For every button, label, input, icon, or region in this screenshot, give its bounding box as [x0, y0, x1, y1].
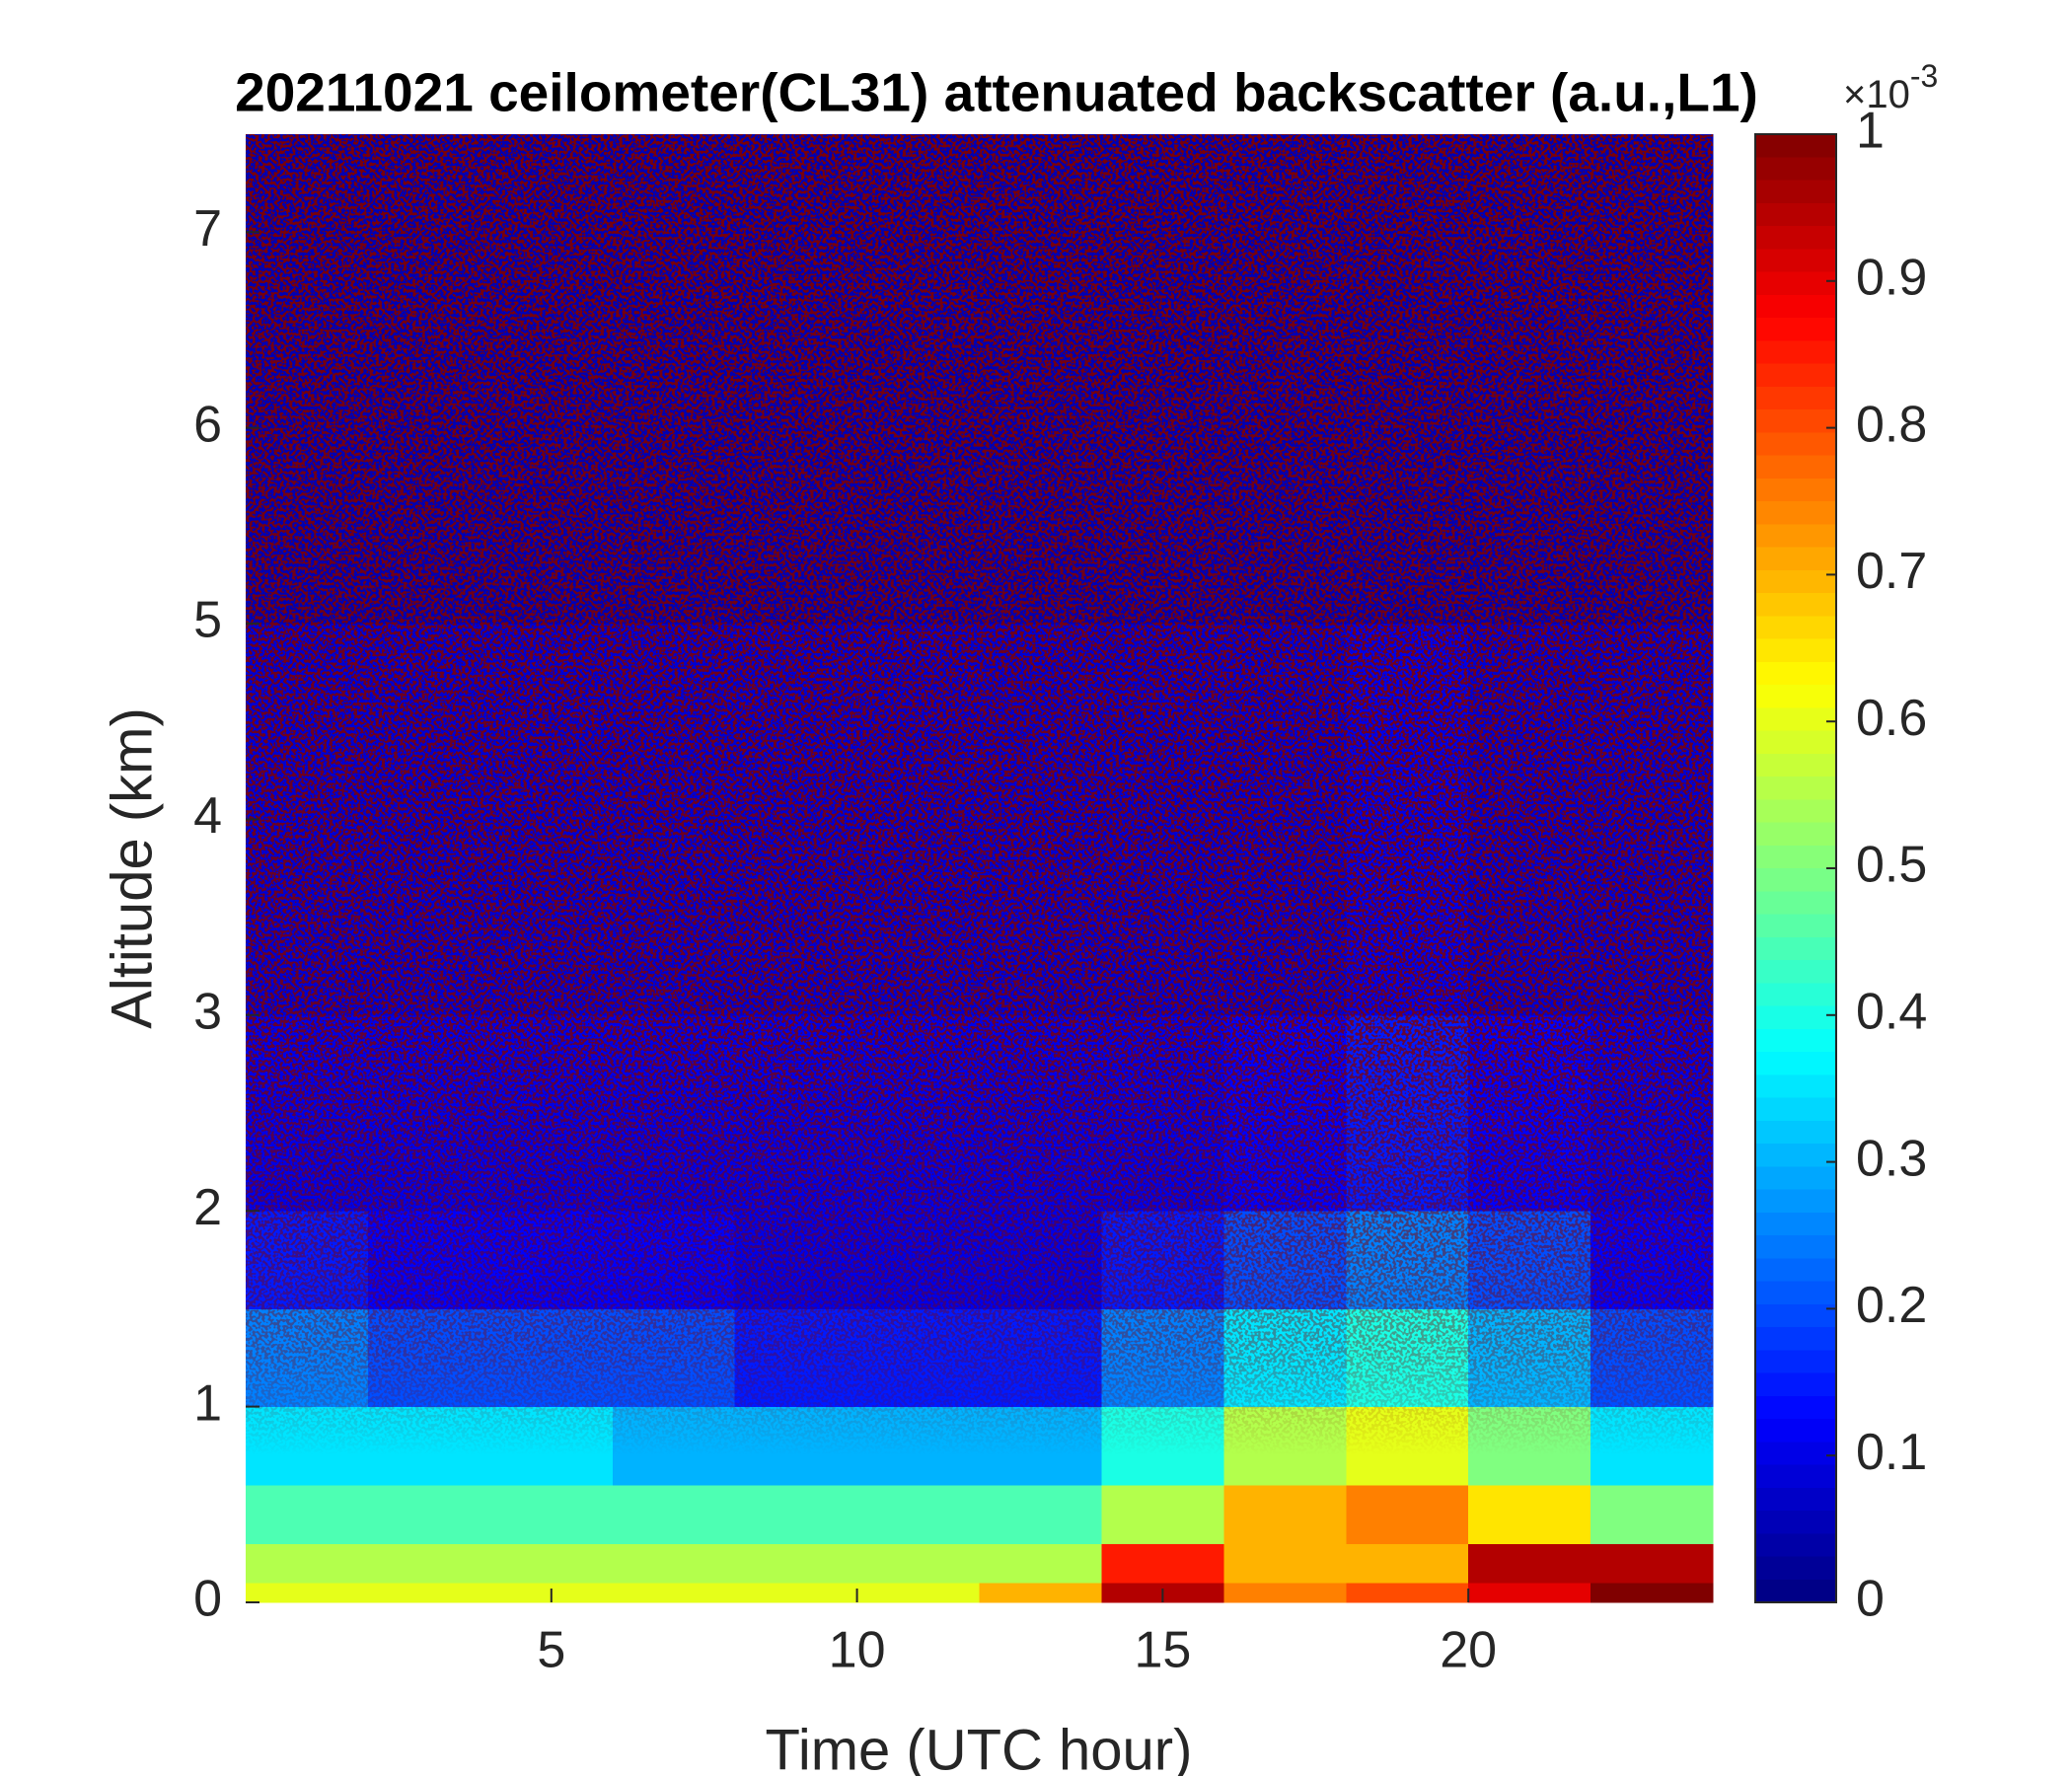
colorbar-swatch — [1755, 478, 1836, 502]
colorbar-swatch — [1755, 868, 1836, 892]
colorbar-swatch — [1755, 1372, 1836, 1397]
colorbar-swatch — [1755, 363, 1836, 388]
x-tick-label: 5 — [537, 1622, 565, 1679]
colorbar-swatch — [1755, 707, 1836, 732]
colorbar-tick-label: 0 — [1856, 1571, 1885, 1628]
colorbar-tick-label: 0.4 — [1856, 984, 1927, 1041]
colorbar-swatch — [1755, 1166, 1836, 1191]
colorbar-swatch — [1755, 157, 1836, 182]
y-tick-label: 1 — [193, 1374, 222, 1432]
colorbar-swatch — [1755, 1235, 1836, 1259]
colorbar-swatch — [1755, 1579, 1836, 1603]
colorbar-swatch — [1755, 294, 1836, 319]
noise-texture — [246, 134, 1713, 1602]
colorbar-swatch — [1755, 1189, 1836, 1214]
colorbar-swatch — [1755, 777, 1836, 800]
x-axis-label: Time (UTC hour) — [766, 1718, 1193, 1776]
y-tick-label: 6 — [193, 396, 222, 453]
colorbar-swatch — [1755, 1212, 1836, 1236]
colorbar-swatch — [1755, 409, 1836, 433]
colorbar-swatch — [1755, 318, 1836, 341]
colorbar-swatch — [1755, 1395, 1836, 1420]
colorbar-swatch — [1755, 340, 1836, 365]
colorbar-swatch — [1755, 1327, 1836, 1351]
colorbar-swatch — [1755, 202, 1836, 227]
axes: 5 10 15 20 0 1 2 3 4 5 6 7 0 0.1 0.2 0.3 0.4 0.5 0.6 0.7 0.8… — [193, 103, 1927, 1679]
colorbar-swatch — [1755, 983, 1836, 1007]
colorbar-swatch — [1755, 271, 1836, 296]
colorbar-swatch — [1755, 1303, 1836, 1328]
colorbar-tick-label: 0.9 — [1856, 250, 1927, 307]
chart-title: 20211021 ceilometer(CL31) attenuated bac… — [235, 62, 1758, 123]
y-tick-label: 2 — [193, 1179, 222, 1236]
colorbar-tick-label: 0.6 — [1856, 690, 1927, 747]
colorbar-swatch — [1755, 753, 1836, 777]
colorbar-swatch — [1755, 1120, 1836, 1145]
colorbar-swatch — [1755, 1005, 1836, 1030]
colorbar-swatch — [1755, 1419, 1836, 1443]
colorbar-swatch — [1755, 226, 1836, 250]
multiplier-exponent: -3 — [1910, 58, 1938, 94]
colorbar-swatch — [1755, 891, 1836, 916]
colorbar-swatch — [1755, 616, 1836, 640]
colorbar-swatch — [1755, 134, 1836, 158]
colorbar-swatch — [1755, 1074, 1836, 1099]
colorbar-swatch — [1755, 822, 1836, 847]
colorbar-tick-label: 0.2 — [1856, 1277, 1927, 1334]
y-tick-label: 7 — [193, 200, 222, 258]
colorbar-swatch — [1755, 685, 1836, 708]
colorbar-tick-label: 0.1 — [1856, 1424, 1927, 1481]
colorbar-swatch — [1755, 960, 1836, 984]
colorbar-tick-label: 0.3 — [1856, 1130, 1927, 1187]
colorbar-swatch — [1755, 249, 1836, 273]
y-tick-label: 3 — [193, 984, 222, 1041]
colorbar-swatch — [1755, 524, 1836, 549]
y-axis-label: Altitude (km) — [100, 707, 164, 1029]
colorbar-tick-label: 0.5 — [1856, 837, 1927, 894]
colorbar-swatch — [1755, 1258, 1836, 1283]
y-tick-label: 0 — [193, 1571, 222, 1628]
colorbar-swatch — [1755, 1556, 1836, 1581]
colorbar-swatch — [1755, 936, 1836, 961]
y-tick-label: 4 — [193, 787, 222, 845]
colorbar-tick-label: 0.7 — [1856, 543, 1927, 600]
colorbar-swatch — [1755, 1533, 1836, 1558]
colorbar-tick-label: 0.8 — [1856, 396, 1927, 453]
colorbar-swatch — [1755, 1281, 1836, 1305]
x-tick-label: 15 — [1134, 1622, 1191, 1679]
y-tick-label: 5 — [193, 592, 222, 649]
colorbar-swatch — [1755, 593, 1836, 617]
colorbar-swatch — [1755, 914, 1836, 938]
colorbar-swatch — [1755, 501, 1836, 525]
colorbar-tick-label: 1 — [1856, 103, 1885, 160]
x-tick-label: 10 — [829, 1622, 886, 1679]
colorbar-multiplier: ×10-3 — [1843, 58, 1938, 115]
colorbar-swatch — [1755, 1052, 1836, 1075]
colorbar-swatch — [1755, 638, 1836, 663]
colorbar-swatch — [1755, 1097, 1836, 1122]
colorbar-swatch — [1755, 455, 1836, 480]
colorbar-swatch — [1755, 1028, 1836, 1053]
colorbar-swatch — [1755, 1144, 1836, 1167]
colorbar-swatch — [1755, 386, 1836, 410]
colorbar-swatch — [1755, 547, 1836, 571]
colorbar-swatch — [1755, 432, 1836, 457]
colorbar-swatch — [1755, 661, 1836, 686]
colorbar-swatch — [1755, 845, 1836, 869]
x-tick-label: 20 — [1440, 1622, 1497, 1679]
colorbar-swatch — [1755, 569, 1836, 594]
colorbar-swatch — [1755, 1442, 1836, 1466]
colorbar-swatch — [1755, 730, 1836, 755]
colorbar-swatch — [1755, 1464, 1836, 1489]
colorbar-swatch — [1755, 1350, 1836, 1374]
multiplier-base: ×10 — [1843, 73, 1910, 116]
colorbar-swatch — [1755, 180, 1836, 204]
colorbar-swatch — [1755, 799, 1836, 824]
colorbar-swatch — [1755, 1487, 1836, 1512]
colorbar-swatch — [1755, 1511, 1836, 1534]
